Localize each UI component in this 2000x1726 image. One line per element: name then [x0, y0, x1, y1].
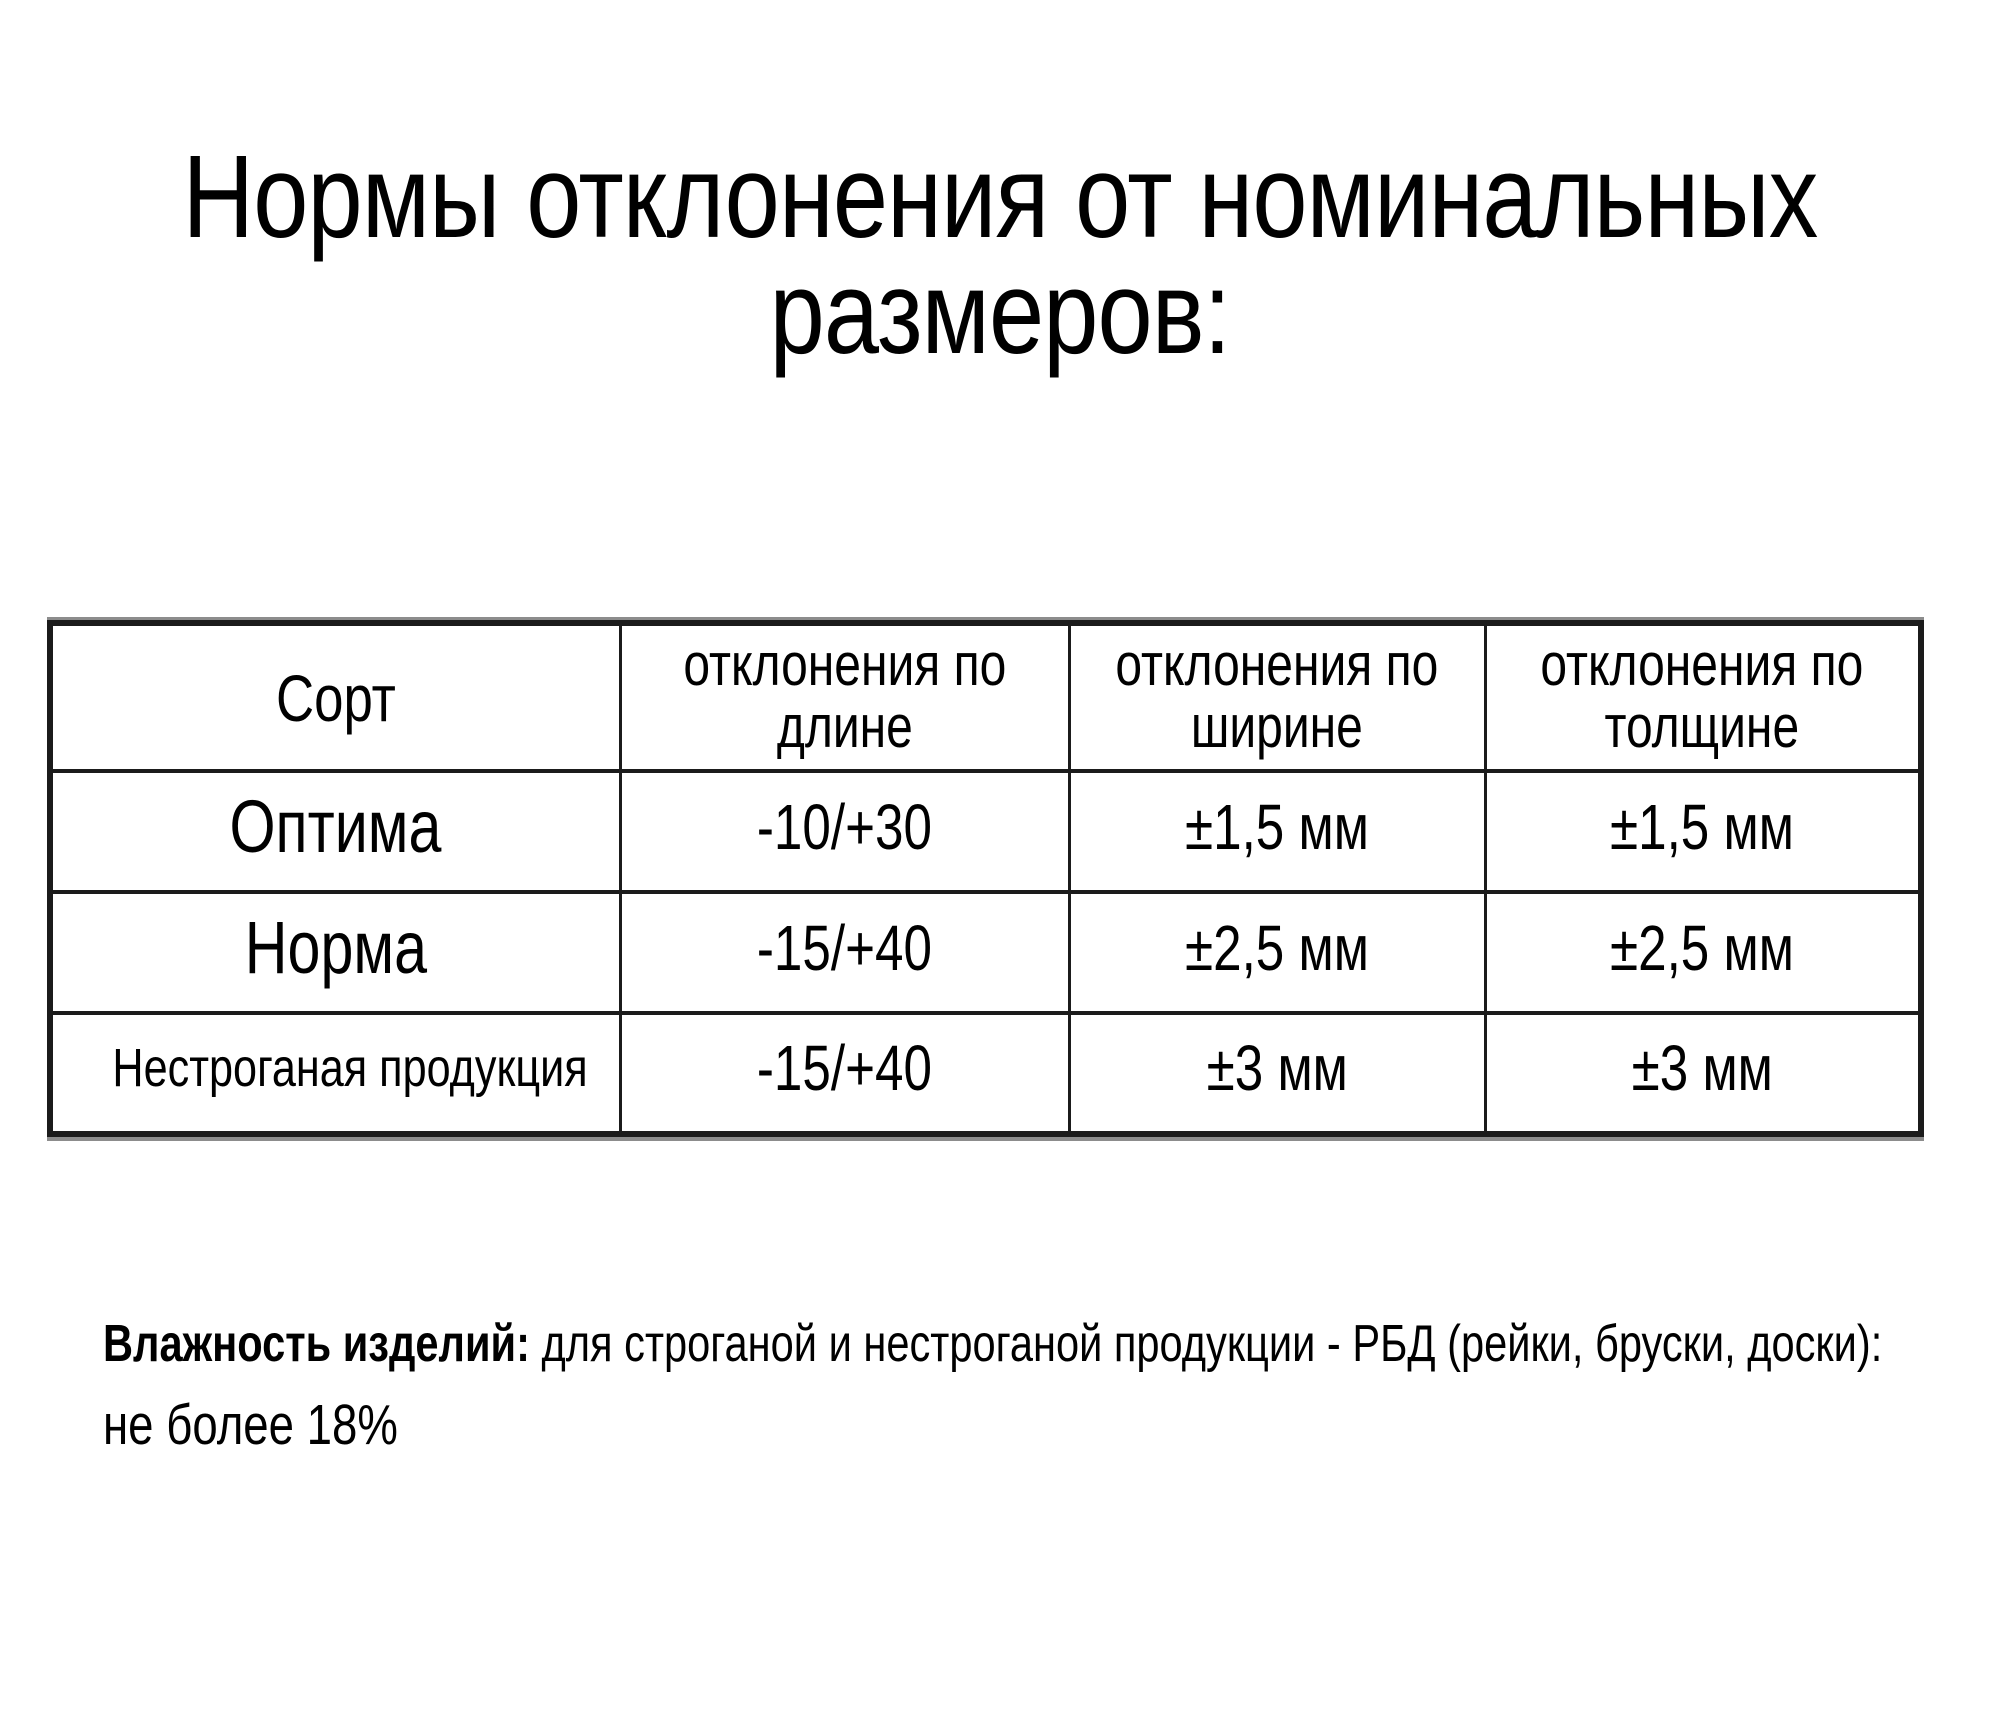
table-row-optima: Оптима -10/+30 ±1,5 мм ±1,5 мм: [48, 769, 1923, 894]
cell-width-text: ±2,5 мм: [1185, 911, 1369, 984]
column-header-grade: Сорт: [48, 621, 622, 773]
cell-thickness-text: ±3 мм: [1631, 1032, 1773, 1104]
cell-length-text: -15/+40: [756, 1032, 933, 1104]
moisture-note-text: для строганой и нестроганой продукции - …: [529, 1315, 1883, 1373]
table-header-row: Сорт отклонения по длине отклонения по ш…: [48, 621, 1923, 773]
page-title: Нормы отклонения от номинальных размеров…: [0, 131, 2000, 379]
cell-grade-text: Норма: [244, 906, 427, 989]
column-header-length-deviation: отклонения по длине: [618, 621, 1071, 773]
cell-thickness-deviation: ±2,5 мм: [1483, 890, 1923, 1015]
page-title-line-1: Нормы отклонения от номинальных: [182, 131, 1819, 263]
column-header-thickness-deviation: отклонения по толщине: [1483, 621, 1923, 773]
cell-length-text: -10/+30: [756, 790, 933, 863]
moisture-note-line-2: не более 18%: [103, 1393, 398, 1457]
column-header-length-text: отклонения по длине: [683, 630, 1006, 761]
cell-thickness-text: ±2,5 мм: [1610, 911, 1795, 984]
column-header-width-text: отклонения по ширине: [1115, 630, 1439, 761]
cell-thickness-deviation: ±1,5 мм: [1483, 769, 1923, 894]
cell-length-deviation: -15/+40: [618, 890, 1071, 1015]
cell-length-deviation: -15/+40: [618, 1011, 1071, 1136]
cell-thickness-deviation: ±3 мм: [1483, 1011, 1923, 1136]
page-title-line-2: размеров:: [769, 246, 1232, 379]
moisture-note-label: Влажность изделий:: [103, 1315, 530, 1373]
header-line: ширине: [1190, 693, 1364, 761]
cell-length-text: -15/+40: [756, 911, 933, 984]
header-line: Сорт: [275, 660, 396, 735]
cell-grade-text: Нестроганая продукция: [112, 1038, 588, 1098]
column-header-width-deviation: отклонения по ширине: [1067, 621, 1487, 773]
cell-width-text: ±3 мм: [1206, 1032, 1348, 1104]
column-header-grade-text: Сорт: [275, 660, 396, 735]
moisture-note-line-1: Влажность изделий: для строганой и нестр…: [103, 1305, 1882, 1383]
cell-grade: Норма: [48, 890, 622, 1015]
cell-width-deviation: ±1,5 мм: [1067, 769, 1487, 894]
cell-grade-text: Оптима: [229, 785, 442, 868]
column-header-thickness-text: отклонения по толщине: [1540, 630, 1864, 761]
header-line: отклонения по: [1115, 630, 1439, 698]
moisture-note: Влажность изделий: для строганой и нестр…: [103, 1305, 2000, 1469]
cell-thickness-text: ±1,5 мм: [1610, 790, 1795, 863]
header-line: длине: [776, 693, 913, 761]
cell-grade: Оптима: [48, 769, 622, 894]
header-line: отклонения по: [1540, 630, 1864, 698]
cell-grade: Нестроганая продукция: [48, 1011, 622, 1136]
table-row-norma: Норма -15/+40 ±2,5 мм ±2,5 мм: [48, 890, 1923, 1015]
header-line: толщине: [1604, 693, 1800, 761]
cell-width-text: ±1,5 мм: [1185, 790, 1369, 863]
cell-length-deviation: -10/+30: [618, 769, 1071, 894]
tolerance-table: Сорт отклонения по длине отклонения по ш…: [47, 620, 1924, 1137]
table-row-unplaned: Нестроганая продукция -15/+40 ±3 мм ±3 м…: [48, 1011, 1923, 1136]
header-line: отклонения по: [683, 630, 1006, 698]
cell-width-deviation: ±2,5 мм: [1067, 890, 1487, 1015]
cell-width-deviation: ±3 мм: [1067, 1011, 1487, 1136]
